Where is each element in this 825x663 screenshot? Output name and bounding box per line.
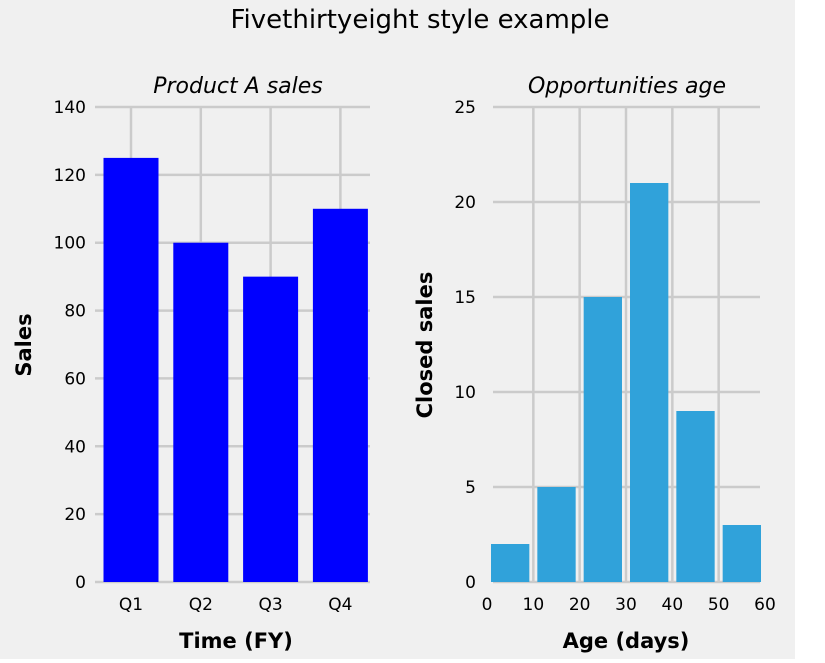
- age-y-tick-label: 25: [454, 98, 476, 118]
- age-bar-30-40: [630, 183, 669, 582]
- sales-x-tick-label: Q1: [119, 595, 143, 615]
- age-chart-grid: [493, 105, 760, 584]
- age-x-tick-label: 30: [615, 595, 637, 615]
- sales-y-tick-label: 20: [64, 505, 86, 525]
- age-x-tick-label: 50: [708, 595, 730, 615]
- sales-x-axis-label: Time (FY): [179, 629, 293, 653]
- age-bars: [491, 183, 761, 582]
- sales-chart-title: Product A sales: [153, 74, 323, 99]
- sales-y-tick-label: 140: [54, 98, 86, 118]
- age-y-tick-label: 20: [454, 193, 476, 213]
- sales-x-tick-label: Q3: [258, 595, 282, 615]
- chart-canvas: Fivethirtyeight style example 0 20 40 60 80 1…: [12, 5, 776, 653]
- figure-title: Fivethirtyeight style example: [230, 5, 609, 35]
- sales-x-tick-label: Q2: [189, 595, 213, 615]
- sales-y-tick-label: 120: [54, 166, 86, 186]
- age-y-axis-label: Closed sales: [413, 272, 437, 419]
- sales-y-tick-label: 60: [64, 369, 86, 389]
- age-bar-40-50: [676, 411, 715, 582]
- age-x-ticks: 0 10 20 30 40 50 60: [482, 595, 776, 615]
- age-bar-50-60: [722, 525, 761, 582]
- age-x-tick-label: 20: [569, 595, 591, 615]
- age-bar-20-30: [583, 297, 622, 582]
- age-x-tick-label: 40: [662, 595, 684, 615]
- sales-y-tick-label: 100: [54, 234, 86, 254]
- age-bar-10-20: [537, 487, 576, 582]
- sales-y-tick-label: 80: [64, 302, 86, 322]
- sales-bar-q4: [312, 208, 368, 583]
- figure-background: Fivethirtyeight style example 0 20 40 60 80 1…: [0, 0, 795, 659]
- age-y-tick-label: 15: [454, 288, 476, 308]
- sales-chart: 0 20 40 60 80 100 120 140 Q1 Q2 Q3 Q4 Product A sa…: [12, 74, 370, 653]
- age-y-ticks: 0 5 10 15 20 25: [454, 98, 476, 593]
- age-y-tick-label: 0: [465, 573, 476, 593]
- sales-y-tick-label: 40: [64, 437, 86, 457]
- sales-y-tick-label: 0: [75, 573, 86, 593]
- age-x-tick-label: 0: [482, 595, 493, 615]
- age-chart-title: Opportunities age: [528, 74, 726, 99]
- sales-bar-q3: [243, 276, 299, 582]
- age-x-tick-label: 60: [754, 595, 776, 615]
- age-chart: 0 5 10 15 20 25 0 10 20 30 40 50 60 Opportunities a…: [413, 74, 776, 653]
- sales-bar-q1: [103, 157, 159, 582]
- age-y-tick-label: 5: [465, 478, 476, 498]
- sales-bars: [103, 157, 368, 583]
- age-y-tick-label: 10: [454, 383, 476, 403]
- sales-y-ticks: 0 20 40 60 80 100 120 140: [54, 98, 86, 593]
- sales-y-axis-label: Sales: [12, 313, 36, 376]
- age-x-axis-label: Age (days): [563, 629, 690, 653]
- age-bar-0-10: [491, 544, 530, 582]
- sales-x-ticks: Q1 Q2 Q3 Q4: [119, 595, 353, 615]
- age-x-tick-label: 10: [523, 595, 545, 615]
- sales-bar-q2: [173, 242, 229, 582]
- sales-x-tick-label: Q4: [328, 595, 352, 615]
